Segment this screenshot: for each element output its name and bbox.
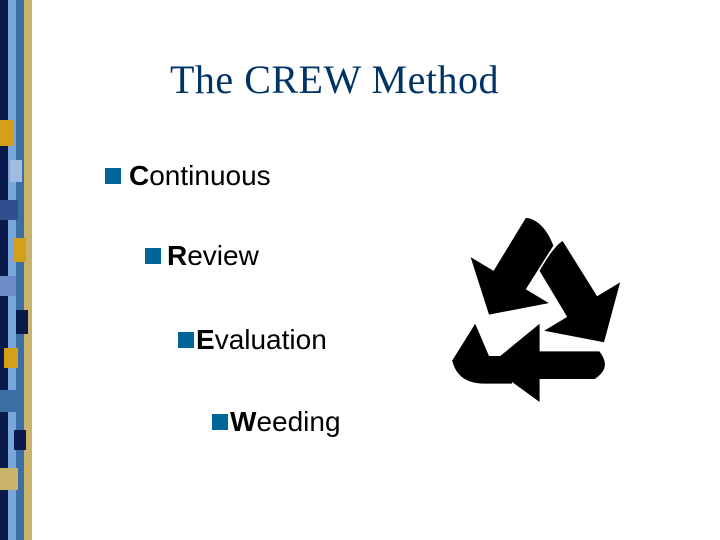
bullet-item: Weeding [212, 406, 341, 438]
sidebar-block [0, 120, 14, 146]
bullet-rest: valuation [215, 324, 327, 355]
bullet-square-icon [105, 168, 121, 184]
sidebar-block [4, 348, 18, 368]
sidebar-stripe [16, 0, 24, 540]
bullet-square-icon [212, 414, 228, 430]
bullet-square-icon [178, 332, 194, 348]
recycle-icon [420, 195, 650, 425]
bullet-item: Evaluation [178, 324, 327, 356]
bullet-initial: W [230, 406, 256, 437]
bullet-initial: R [167, 240, 187, 271]
bullet-rest: eeding [256, 406, 340, 437]
slide-title: The CREW Method [170, 56, 499, 103]
bullet-text: Evaluation [196, 324, 327, 356]
decorative-sidebar [0, 0, 40, 540]
bullet-text: Review [167, 240, 259, 272]
bullet-initial: E [196, 324, 215, 355]
sidebar-block [16, 310, 28, 334]
sidebar-block [14, 238, 26, 262]
sidebar-stripe [8, 0, 16, 540]
sidebar-stripe [24, 0, 32, 540]
sidebar-block [10, 160, 22, 182]
bullet-item: Review [145, 240, 259, 272]
sidebar-stripe [0, 0, 8, 540]
sidebar-stripe [32, 0, 40, 540]
bullet-text: Continuous [129, 160, 271, 192]
bullet-square-icon [145, 248, 161, 264]
bullet-initial: C [129, 160, 149, 191]
sidebar-block [14, 430, 26, 450]
bullet-rest: eview [187, 240, 259, 271]
bullet-text: Weeding [230, 406, 341, 438]
sidebar-block [0, 276, 16, 296]
sidebar-block [0, 468, 18, 490]
sidebar-block [0, 390, 16, 412]
sidebar-block [0, 200, 18, 220]
bullet-rest: ontinuous [149, 160, 270, 191]
bullet-item: Continuous [105, 160, 271, 192]
